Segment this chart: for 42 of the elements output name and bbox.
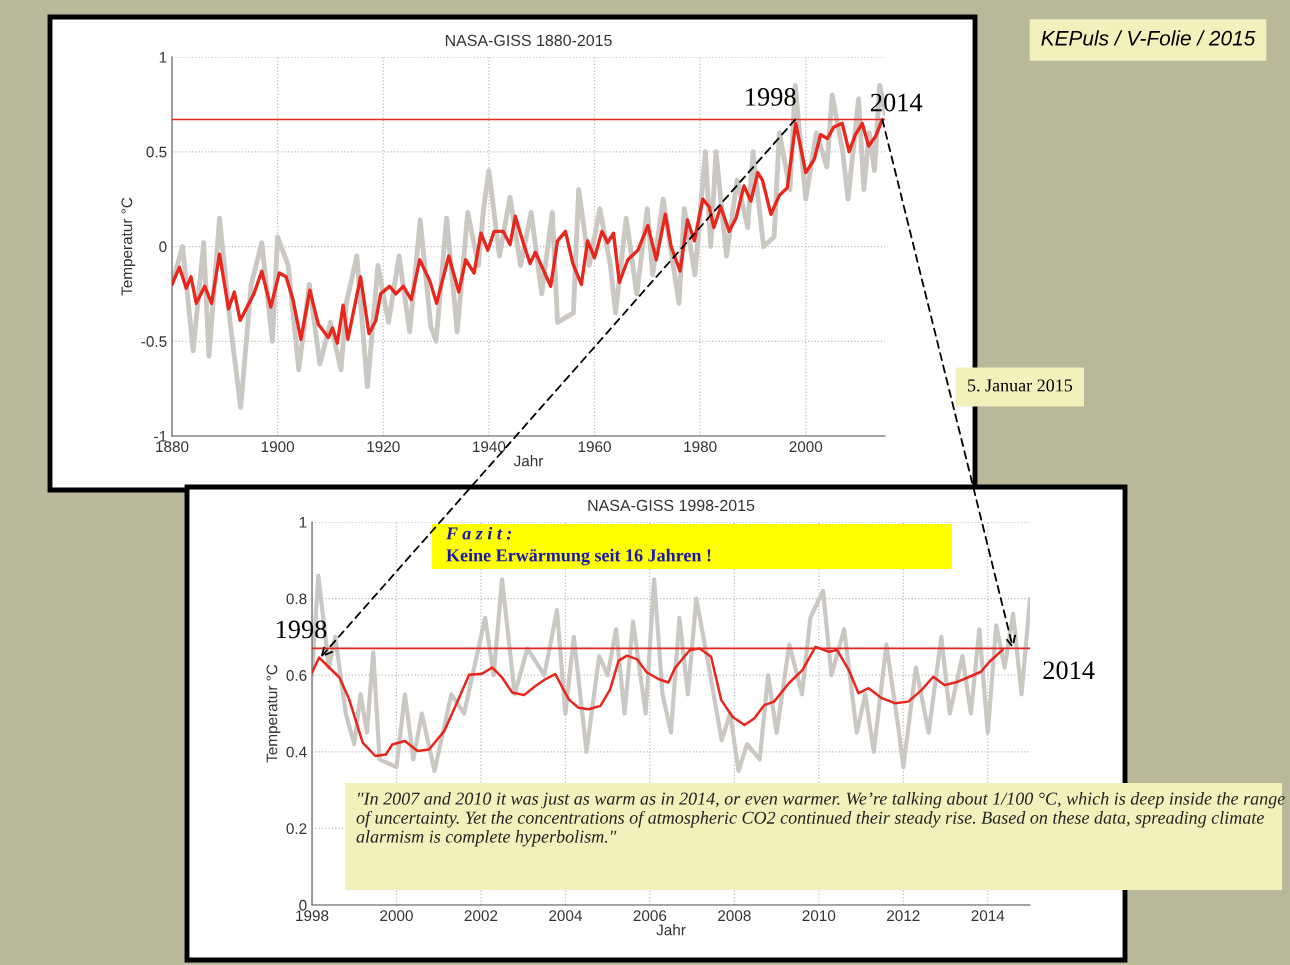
text: KEPuls / V-Folie / 2015 bbox=[1041, 30, 1256, 46]
y-tick-label: -0.5 bbox=[141, 336, 167, 347]
y-tick-label: 0.4 bbox=[286, 746, 307, 758]
x-tick-label: 2010 bbox=[802, 910, 836, 922]
x-tick-label: 2014 bbox=[971, 910, 1005, 922]
y-tick-label: -1 bbox=[154, 431, 167, 442]
x-tick-label: 1940 bbox=[473, 441, 506, 453]
x-tick-label: 2002 bbox=[464, 910, 498, 922]
x-tick-label: 1920 bbox=[367, 441, 400, 453]
chart-title: NASA-GISS 1880-2015 bbox=[445, 34, 612, 47]
y-tick-label: 1 bbox=[159, 52, 167, 63]
y-tick-label: 0.5 bbox=[146, 146, 167, 158]
x-axis-title: Jahr bbox=[656, 924, 686, 936]
x-tick-label: 2012 bbox=[887, 910, 920, 922]
annotation: 1998 bbox=[746, 88, 796, 106]
y-tick-label: 0.8 bbox=[286, 593, 307, 605]
x-tick-label: 2000 bbox=[789, 441, 823, 453]
annotation: Keine Erwärmung seit 16 Jahren ! bbox=[446, 548, 711, 566]
y-tick-label: 0.2 bbox=[286, 823, 307, 835]
x-tick-label: 2000 bbox=[380, 910, 413, 922]
x-tick-label: 2006 bbox=[633, 910, 667, 922]
y-tick-label: 0.6 bbox=[286, 670, 307, 681]
text: 5. Januar 2015 bbox=[968, 379, 1073, 392]
annotation: "In 2007 and 2010 it was just as warm as in 2014, or even warmer. We’re talking about 1/100 °C, which is deep inside the range of uncertainty. Yet the concentrations of atmospheric CO2 continued their steady rise. Based on these data, spreading climate alarmism is complete hyperbolism." bbox=[356, 792, 1285, 847]
x-tick-label: 1980 bbox=[684, 441, 717, 453]
x-tick-label: 1880 bbox=[156, 441, 189, 453]
chart-title: NASA-GISS 1998-2015 bbox=[588, 499, 755, 512]
x-tick-label: 1998 bbox=[296, 910, 329, 922]
y-axis-title: Temperatur °C bbox=[121, 197, 136, 296]
y-tick-label: 0 bbox=[159, 241, 167, 253]
annotation: 2014 bbox=[871, 93, 923, 112]
x-tick-label: 2008 bbox=[718, 910, 751, 922]
x-tick-label: 1960 bbox=[578, 441, 611, 453]
x-axis-title: Jahr bbox=[513, 455, 544, 467]
annotation: 1998 bbox=[276, 620, 327, 639]
y-tick-label: 1 bbox=[299, 517, 307, 528]
y-axis-title: Temperatur °C bbox=[266, 664, 281, 763]
annotation: F a z i t : bbox=[445, 526, 512, 540]
annotation: 2014 bbox=[1043, 661, 1095, 680]
x-tick-label: 2004 bbox=[549, 910, 582, 922]
y-tick-label: 0 bbox=[299, 899, 307, 911]
x-tick-label: 1900 bbox=[261, 441, 295, 453]
